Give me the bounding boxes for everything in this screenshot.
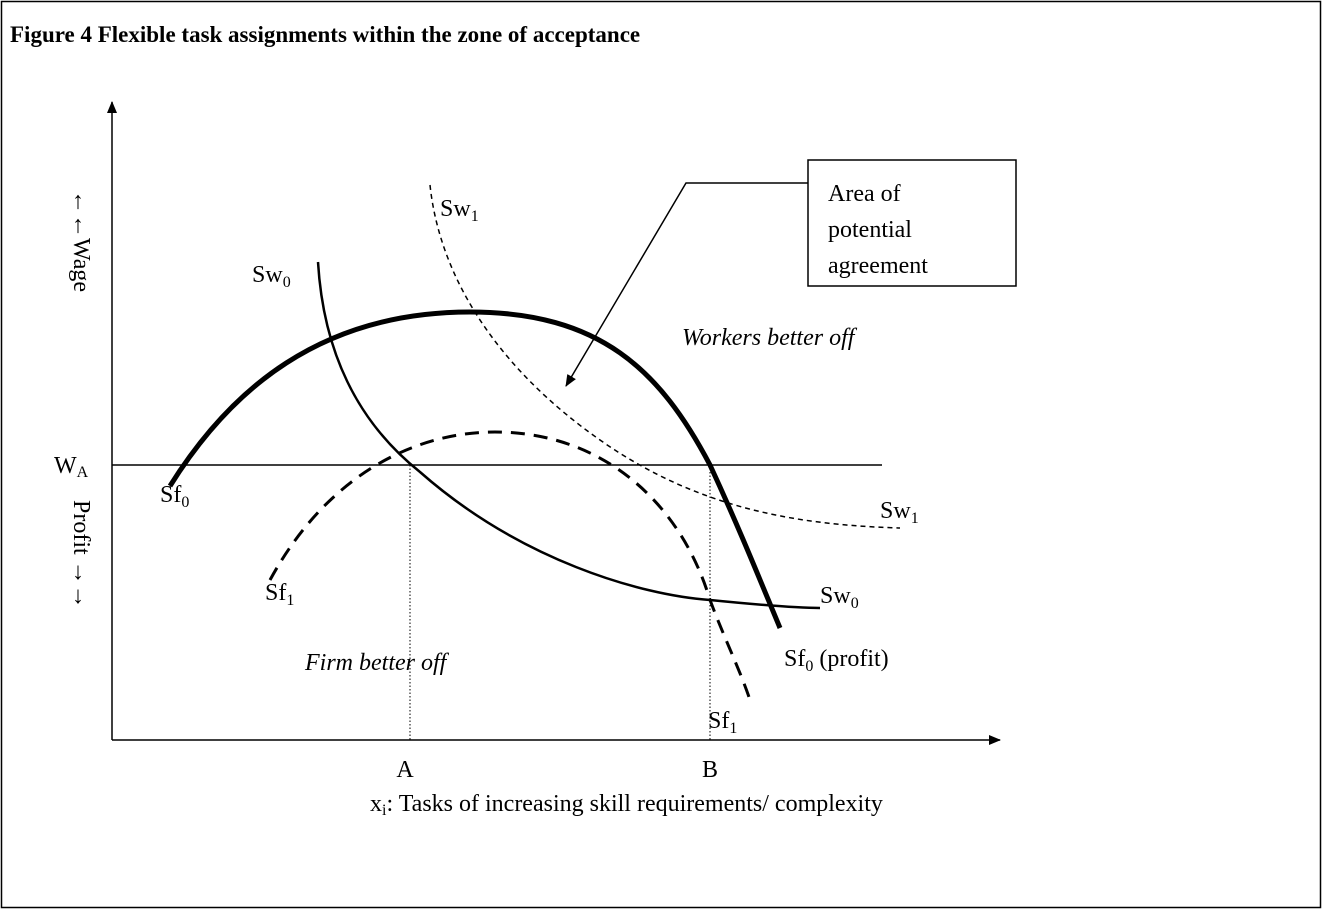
callout-line: agreement (828, 253, 928, 279)
curve-label: Sf0 (160, 482, 189, 511)
curve-label: Sw0 (252, 262, 291, 291)
curve-sw0 (316, 261, 821, 610)
y-label-profit: Profit →→ (68, 500, 94, 609)
callout-line: Area of (828, 181, 901, 207)
callout-pointer (565, 182, 808, 387)
region-label: Workers better off (682, 325, 858, 351)
callout-box (807, 159, 1017, 287)
title: Figure 4 Flexible task assignments withi… (10, 22, 640, 47)
curve-sf0 (167, 309, 783, 629)
curve-label: Sw1 (880, 498, 919, 527)
curve-label: Sf1 (265, 580, 294, 609)
curve-sf1 (268, 430, 752, 701)
x-point-label: B (702, 757, 718, 783)
curve-sw1 (429, 184, 901, 529)
callout-line: potential (828, 217, 912, 243)
region-label: Firm better off (304, 650, 450, 676)
y-label-wage: ←←Wage (68, 190, 94, 292)
x-point-label: A (396, 757, 414, 783)
curve-label: Sf0 (profit) (784, 646, 889, 675)
curve-label: Sw1 (440, 196, 479, 225)
x-axis-label: xi: Tasks of increasing skill requiremen… (370, 791, 883, 819)
curve-label: Sw0 (820, 583, 859, 612)
wage-level-label: WA (54, 453, 89, 481)
curve-label: Sf1 (708, 708, 737, 737)
